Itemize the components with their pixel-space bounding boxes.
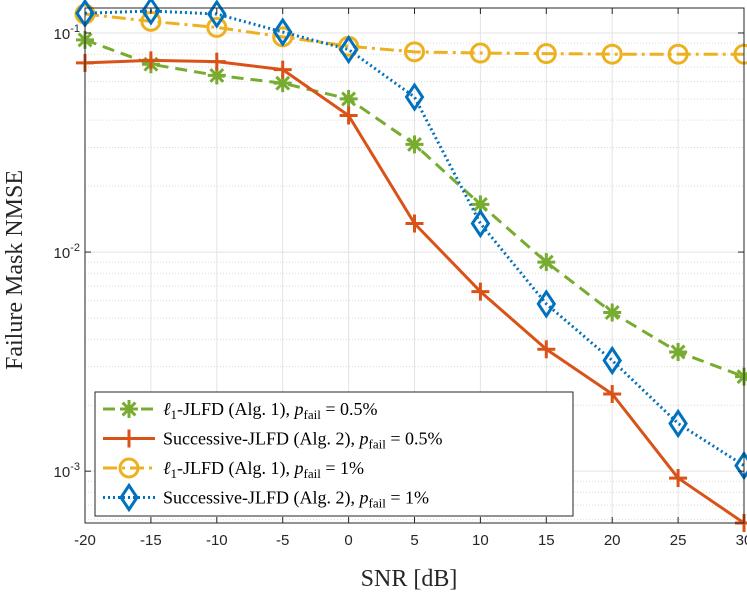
legend-label: Successive-JLFD (Alg. 2), pfail = 1% bbox=[163, 488, 429, 511]
legend: ℓ1-JLFD (Alg. 1), pfail = 0.5% Successive… bbox=[94, 391, 574, 517]
x-tick-label: -15 bbox=[140, 532, 162, 549]
legend-entry: ℓ1-JLFD (Alg. 1), pfail = 1% bbox=[103, 457, 364, 481]
x-tick-labels: -20 -15 -10 -5 0 5 10 15 20 25 30 bbox=[74, 532, 747, 549]
legend-label: Successive-JLFD (Alg. 2), pfail = 0.5% bbox=[163, 429, 442, 452]
legend-marker bbox=[119, 482, 139, 513]
legend-box bbox=[94, 391, 574, 517]
data-point bbox=[602, 345, 623, 376]
data-point bbox=[404, 41, 425, 63]
data-point bbox=[405, 214, 424, 233]
data-point bbox=[405, 135, 424, 154]
data-point bbox=[603, 303, 622, 322]
legend-marker bbox=[120, 429, 138, 448]
data-point bbox=[339, 89, 358, 108]
x-tick-label: 15 bbox=[538, 532, 555, 549]
data-point bbox=[537, 253, 556, 272]
data-point bbox=[535, 43, 557, 65]
data-point bbox=[141, 0, 161, 26]
x-tick-label: 5 bbox=[410, 532, 418, 549]
data-point bbox=[141, 51, 160, 70]
data-point bbox=[404, 82, 425, 112]
x-axis-label: SNR [dB] bbox=[361, 566, 458, 592]
data-point bbox=[272, 17, 293, 47]
legend-entry: Successive-JLFD (Alg. 2), pfail = 1% bbox=[103, 482, 429, 513]
x-tick-label: -20 bbox=[74, 532, 96, 549]
series-layer bbox=[74, 0, 747, 532]
x-tick-label: 0 bbox=[344, 532, 352, 549]
data-point bbox=[206, 0, 227, 29]
x-tick-label: -5 bbox=[276, 532, 289, 549]
legend-label: ℓ1-JLFD (Alg. 1), pfail = 1% bbox=[163, 458, 364, 481]
data-point bbox=[207, 52, 226, 71]
x-tick-label: 20 bbox=[604, 532, 621, 549]
data-point bbox=[669, 342, 688, 361]
y-tick-label: 10-2 bbox=[54, 242, 80, 262]
data-point bbox=[469, 42, 491, 64]
tick-marks bbox=[84, 8, 745, 523]
x-tick-label: 30 bbox=[736, 532, 747, 549]
data-point bbox=[338, 34, 359, 65]
legend-entry: ℓ1-JLFD (Alg. 1), pfail = 0.5% bbox=[103, 399, 377, 422]
data-point bbox=[603, 385, 622, 404]
data-point bbox=[470, 208, 491, 239]
legend-marker bbox=[118, 457, 140, 479]
series-line bbox=[84, 12, 744, 56]
data-point bbox=[471, 282, 490, 301]
y-tick-labels: 10-3 10-2 10-1 bbox=[54, 23, 80, 481]
data-point bbox=[601, 43, 623, 65]
data-point bbox=[339, 106, 358, 125]
legend-entry: Successive-JLFD (Alg. 2), pfail = 0.5% bbox=[103, 429, 442, 452]
series-1 bbox=[76, 30, 747, 386]
data-point bbox=[273, 60, 292, 79]
x-tick-label: -10 bbox=[206, 532, 228, 549]
data-point bbox=[668, 408, 688, 439]
x-tick-label: 10 bbox=[472, 532, 489, 549]
x-tick-label: 25 bbox=[670, 532, 687, 549]
y-tick-label: 10-3 bbox=[54, 461, 80, 481]
data-point bbox=[537, 340, 556, 359]
legend-label: ℓ1-JLFD (Alg. 1), pfail = 0.5% bbox=[163, 399, 377, 422]
y-tick-label: 10-1 bbox=[54, 23, 80, 43]
y-axis-label: Failure Mask NMSE bbox=[2, 170, 28, 370]
series-4 bbox=[75, 0, 747, 481]
data-point bbox=[536, 289, 557, 319]
legend-marker bbox=[120, 400, 138, 418]
minor-grid bbox=[85, 42, 744, 521]
data-point bbox=[206, 16, 228, 38]
data-point bbox=[667, 43, 689, 65]
data-point bbox=[669, 469, 688, 488]
